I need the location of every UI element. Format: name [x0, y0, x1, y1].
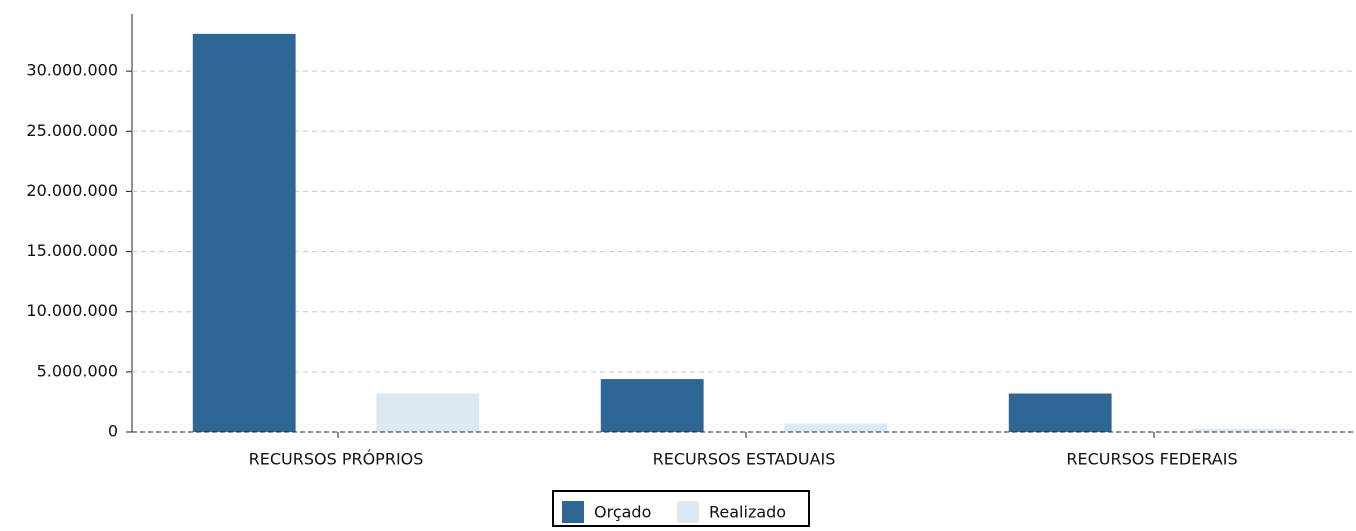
legend-label: Realizado	[709, 503, 786, 522]
bar	[1192, 428, 1296, 432]
y-tick-label: 10.000.000	[26, 301, 118, 320]
legend: Orçado Realizado	[552, 490, 810, 527]
bar	[784, 423, 888, 432]
legend-label: Orçado	[594, 503, 651, 522]
x-tick-label: RECURSOS PRÓPRIOS	[249, 450, 424, 469]
bar	[600, 379, 704, 432]
x-tick-label: RECURSOS FEDERAIS	[1066, 450, 1237, 469]
legend-swatch	[562, 501, 584, 523]
y-tick-label: 25.000.000	[26, 121, 118, 140]
y-tick-label: 0	[108, 422, 118, 441]
y-tick-label: 20.000.000	[26, 181, 118, 200]
bar	[192, 33, 296, 433]
legend-swatch	[677, 501, 699, 523]
bar	[376, 393, 480, 432]
x-tick-label: RECURSOS ESTADUAIS	[653, 450, 836, 469]
y-tick-label: 5.000.000	[37, 361, 118, 380]
y-tick-label: 15.000.000	[26, 241, 118, 260]
bar	[1008, 393, 1112, 432]
y-tick-label: 30.000.000	[26, 61, 118, 80]
